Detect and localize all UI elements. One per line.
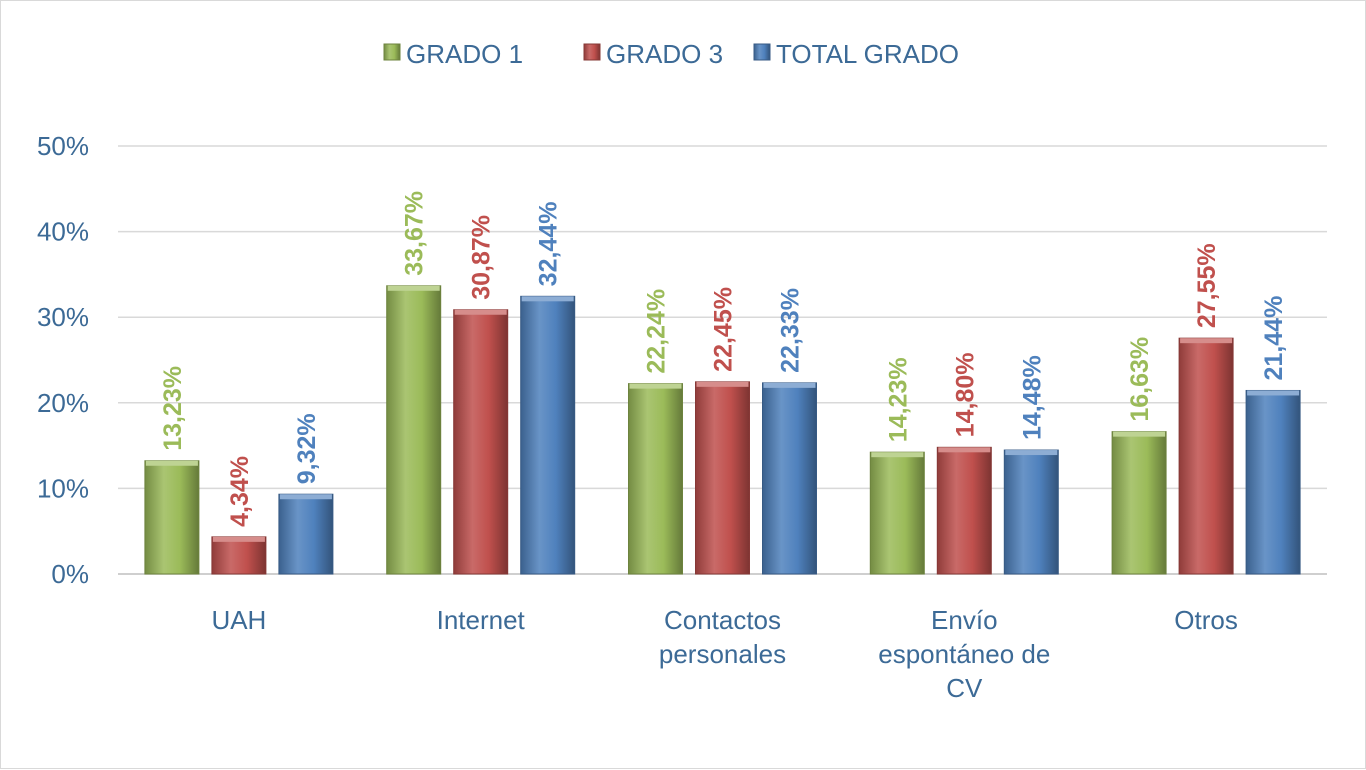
bar — [628, 383, 683, 575]
bar-top-highlight — [279, 494, 332, 500]
y-axis: 0% 10% 20% 30% 40% 50% — [37, 131, 89, 589]
legend-swatch — [583, 43, 601, 61]
data-label: 4,34% — [226, 456, 254, 527]
bar — [1178, 337, 1234, 575]
data-label: 9,32% — [293, 413, 321, 484]
y-tick-label: 10% — [37, 473, 89, 503]
bar-top-highlight — [1005, 450, 1058, 456]
bar-top-highlight — [1180, 338, 1233, 344]
x-tick-label: UAH — [211, 605, 266, 635]
legend-label: GRADO 3 — [606, 39, 723, 69]
data-label: 21,44% — [1260, 296, 1288, 381]
x-tick-label: Contactos personales — [659, 605, 786, 669]
bar — [936, 446, 992, 575]
bar — [869, 451, 925, 575]
data-label: 27,55% — [1193, 243, 1221, 328]
bar — [211, 536, 267, 575]
y-tick-label: 20% — [37, 388, 89, 418]
data-label: 14,80% — [951, 353, 979, 438]
data-label: 22,24% — [643, 289, 671, 374]
bar-top-highlight — [1247, 390, 1300, 396]
bar — [762, 382, 817, 575]
data-label: 14,48% — [1018, 355, 1046, 440]
data-label: 22,33% — [777, 288, 805, 373]
y-tick-label: 50% — [37, 131, 89, 161]
legend-swatch — [383, 43, 401, 61]
y-tick-label: 30% — [37, 302, 89, 332]
bar-top-highlight — [871, 452, 924, 458]
bar-top-highlight — [763, 382, 816, 388]
bar-top-highlight — [521, 296, 574, 302]
bar — [1003, 449, 1059, 575]
x-tick-label: Envío espontáneo de CV — [878, 605, 1050, 703]
data-label: 32,44% — [535, 202, 563, 287]
legend-label: GRADO 1 — [406, 39, 523, 69]
data-label: 13,23% — [159, 366, 187, 451]
legend: GRADO 1 GRADO 3 TOTAL GRADO — [383, 39, 959, 69]
bar — [278, 493, 334, 575]
x-tick-label: Otros — [1174, 605, 1238, 635]
bar — [386, 285, 442, 575]
bar — [695, 381, 750, 575]
bar — [1111, 431, 1167, 575]
bar-top-highlight — [387, 285, 440, 291]
bar-top-highlight — [1113, 431, 1166, 437]
bar — [453, 309, 509, 575]
y-tick-label: 0% — [51, 559, 89, 589]
data-label: 33,67% — [401, 191, 429, 276]
bar-top-highlight — [145, 460, 198, 466]
bar-top-highlight — [696, 381, 749, 387]
bar — [1245, 389, 1301, 575]
bar — [520, 295, 576, 575]
y-tick-label: 40% — [37, 217, 89, 247]
x-axis: UAH Internet Contactos personales Envío espon… — [211, 605, 1237, 703]
legend-swatch — [753, 43, 771, 61]
data-label: 30,87% — [468, 215, 496, 300]
bar — [144, 460, 200, 575]
data-label: 22,45% — [710, 287, 738, 372]
legend-label: TOTAL GRADO — [776, 39, 959, 69]
bar-top-highlight — [938, 447, 991, 453]
bar-top-highlight — [212, 536, 265, 542]
bar-top-highlight — [454, 309, 507, 315]
x-tick-label: Internet — [437, 605, 526, 635]
data-label: 16,63% — [1126, 337, 1154, 422]
bars: 13,23% 4,34% 9,32% 33,67% 30,87% 32,44% 22,24%… — [144, 191, 1301, 575]
bar-top-highlight — [629, 383, 682, 389]
data-label: 14,23% — [884, 357, 912, 442]
